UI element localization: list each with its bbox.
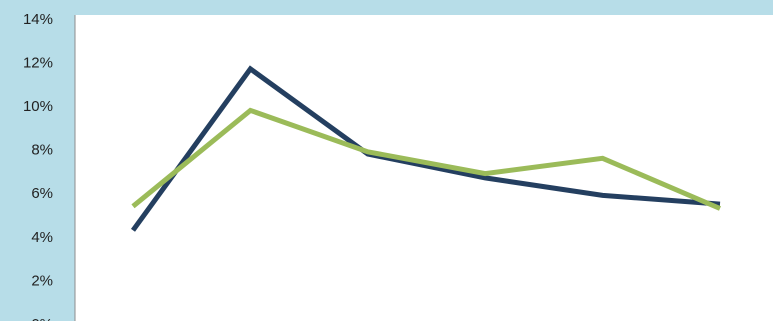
y-tick-label: 6% <box>31 185 53 202</box>
y-tick-label: 14% <box>23 11 53 28</box>
series-line-2 <box>131 107 721 211</box>
y-tick-label: 10% <box>23 98 53 115</box>
y-tick-label: 12% <box>23 54 53 71</box>
series-line-1 <box>130 65 721 232</box>
series-lines <box>130 65 721 232</box>
plot-area <box>75 15 773 321</box>
y-axis-ticks: 0% 2% 4% 6% 8% 10% 12% 14% <box>23 11 53 321</box>
y-tick-label: 4% <box>31 229 53 246</box>
y-tick-label: 8% <box>31 142 53 159</box>
y-tick-label: 2% <box>31 272 53 289</box>
y-tick-label: 0% <box>31 316 53 321</box>
